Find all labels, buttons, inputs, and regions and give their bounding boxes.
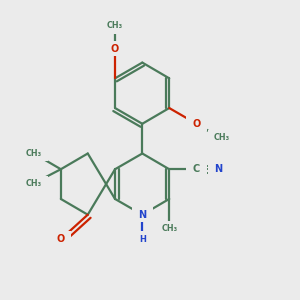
Text: H: H (139, 235, 146, 244)
FancyBboxPatch shape (20, 146, 48, 161)
FancyBboxPatch shape (155, 221, 183, 236)
Text: N: N (138, 210, 146, 220)
FancyBboxPatch shape (208, 161, 229, 177)
Text: O: O (192, 119, 201, 129)
Text: CH₃: CH₃ (26, 149, 42, 158)
FancyBboxPatch shape (186, 116, 207, 131)
FancyBboxPatch shape (50, 232, 71, 247)
Text: CH₃: CH₃ (214, 133, 230, 142)
FancyBboxPatch shape (101, 18, 129, 34)
Text: CH₃: CH₃ (26, 179, 42, 188)
Text: C: C (193, 164, 200, 174)
Text: CH₃: CH₃ (107, 21, 123, 30)
FancyBboxPatch shape (186, 161, 207, 177)
FancyBboxPatch shape (20, 176, 48, 191)
FancyBboxPatch shape (208, 130, 236, 146)
FancyBboxPatch shape (136, 232, 148, 247)
Text: O: O (111, 44, 119, 54)
Text: CH₃: CH₃ (161, 224, 177, 233)
FancyBboxPatch shape (104, 41, 125, 56)
FancyBboxPatch shape (132, 207, 153, 222)
Text: O: O (57, 234, 65, 244)
Text: N: N (214, 164, 222, 174)
